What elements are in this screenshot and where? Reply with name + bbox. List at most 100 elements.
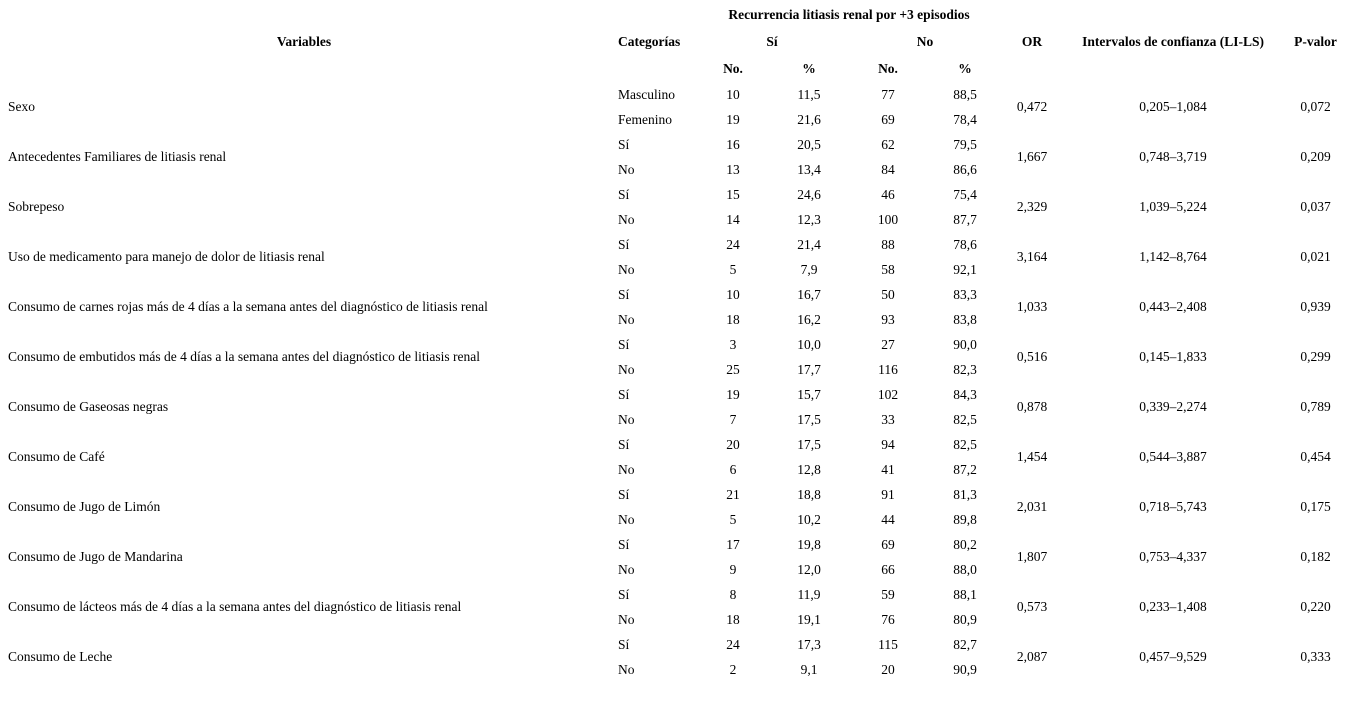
category-cell: Sí [618,636,630,652]
or-cell: 0,472 [1016,99,1048,114]
no-count-cell: 76 [881,611,895,627]
no-percent-cell: 79,5 [953,136,977,152]
yes-count-cell: 8 [729,586,737,602]
yes-count-cell: 5 [729,261,737,277]
no-percent-cell: 75,4 [953,186,977,202]
ci-cell: 0,753–4,337 [1139,549,1207,564]
table-row: Consumo de lácteos más de 4 días a la se… [0,582,1347,615]
no-percent-cell: 88,5 [953,86,977,102]
no-count-cell: 102 [877,386,899,402]
header-no-count: No. [878,61,898,76]
pvalue-cell: 0,037 [1300,199,1331,214]
yes-percent-cell: 13,4 [797,161,821,177]
no-count-cell: 77 [881,86,895,102]
table-row: No 6 12,8 41 87,2 [0,457,1347,482]
no-count-cell: 20 [881,661,895,677]
no-count-cell: 69 [881,536,895,552]
yes-count-cell: 21 [726,486,740,502]
header-ci: Intervalos de confianza (LI-LS) [1082,34,1264,49]
spacer-cell [1284,56,1347,82]
yes-count-cell: 2 [729,661,737,677]
no-count-cell: 88 [881,236,895,252]
table-row: No 2 9,1 20 90,9 [0,657,1347,682]
no-count-cell: 100 [877,211,899,227]
yes-count-cell: 19 [726,111,740,127]
ci-cell: 1,142–8,764 [1139,249,1207,264]
yes-count-cell: 19 [726,386,740,402]
variable-cell: Sobrepeso [8,199,65,214]
yes-percent-cell: 17,5 [797,411,821,427]
table-row: Sexo Masculino 10 11,5 77 88,5 0,472 0,205–1,08… [0,82,1347,115]
spacer-cell [1002,2,1062,28]
yes-count-cell: 18 [726,311,740,327]
table-row: Consumo de Café Sí 20 17,5 94 82,5 1,454 0,544–… [0,432,1347,465]
category-cell: No [618,311,635,327]
yes-percent-cell: 16,7 [797,286,821,302]
category-cell: Sí [618,536,630,552]
category-cell: Sí [618,586,630,602]
category-cell: No [618,661,635,677]
variable-cell: Consumo de lácteos más de 4 días a la se… [8,599,462,614]
category-cell: No [618,211,635,227]
no-percent-cell: 78,6 [953,236,977,252]
no-count-cell: 59 [881,586,895,602]
variable-cell: Consumo de Jugo de Mandarina [8,549,183,564]
no-percent-cell: 83,3 [953,286,977,302]
pvalue-cell: 0,939 [1300,299,1331,314]
table-row: No 25 17,7 116 82,3 [0,357,1347,382]
category-cell: No [618,561,635,577]
yes-percent-cell: 19,8 [797,536,821,552]
ci-cell: 0,544–3,887 [1139,449,1207,464]
spacer-cell [1062,56,1284,82]
spacer-cell [1062,2,1284,28]
or-cell: 1,454 [1016,449,1048,464]
table-row: Consumo de Jugo de Limón Sí 21 18,8 91 81,3 2,… [0,482,1347,515]
no-percent-cell: 92,1 [953,261,977,277]
variable-cell: Uso de medicamento para manejo de dolor … [8,249,325,264]
pvalue-cell: 0,175 [1300,499,1331,514]
no-count-cell: 41 [881,461,895,477]
variable-cell: Consumo de Café [8,449,105,464]
pvalue-cell: 0,072 [1300,99,1331,114]
pvalue-cell: 0,299 [1300,349,1331,364]
yes-percent-cell: 21,4 [797,236,821,252]
table-row: No 5 7,9 58 92,1 [0,257,1347,282]
no-percent-cell: 78,4 [953,111,977,127]
header-or: OR [1021,34,1043,49]
table-row: No 13 13,4 84 86,6 [0,157,1347,182]
ci-cell: 0,233–1,408 [1139,599,1207,614]
yes-percent-cell: 10,2 [797,511,821,527]
no-count-cell: 91 [881,486,895,502]
variable-cell: Consumo de Jugo de Limón [8,499,161,514]
yes-count-cell: 14 [726,211,740,227]
yes-percent-cell: 17,3 [797,636,821,652]
no-percent-cell: 82,5 [953,411,977,427]
or-cell: 2,031 [1016,499,1048,514]
no-count-cell: 58 [881,261,895,277]
table-row: Consumo de carnes rojas más de 4 días a … [0,282,1347,315]
no-percent-cell: 81,3 [953,486,977,502]
no-percent-cell: 80,9 [953,611,977,627]
yes-percent-cell: 16,2 [797,311,821,327]
no-percent-cell: 88,0 [953,561,977,577]
spacer-cell [1002,56,1062,82]
or-cell: 0,573 [1016,599,1048,614]
table-row: Consumo de Jugo de Mandarina Sí 17 19,8 69 80… [0,532,1347,565]
yes-count-cell: 24 [726,236,740,252]
table-row: Consumo de Gaseosas negras Sí 19 15,7 102 84,… [0,382,1347,415]
yes-percent-cell: 7,9 [800,261,818,277]
no-percent-cell: 87,7 [953,211,977,227]
header-row: Variables Categorías Sí No OR Intervalos… [0,28,1347,56]
header-yes-count: No. [723,61,743,76]
yes-count-cell: 9 [729,561,737,577]
yes-percent-cell: 18,8 [797,486,821,502]
ci-cell: 0,339–2,274 [1139,399,1207,414]
no-count-cell: 50 [881,286,895,302]
header-categorias: Categorías [618,34,681,49]
header-variables: Variables [276,34,332,49]
no-percent-cell: 82,3 [953,361,977,377]
no-percent-cell: 83,8 [953,311,977,327]
pvalue-cell: 0,220 [1300,599,1331,614]
header-yes-percent: % [802,61,816,76]
table-row: No 18 16,2 93 83,8 [0,307,1347,332]
